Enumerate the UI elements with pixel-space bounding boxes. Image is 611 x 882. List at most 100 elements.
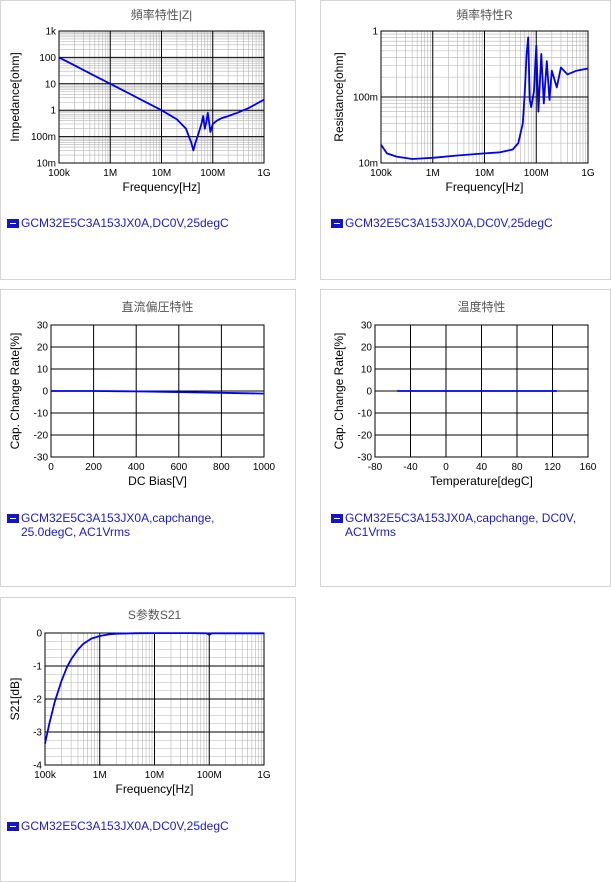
x-axis-label: Frequency[Hz]: [122, 180, 200, 194]
y-tick-label: 0: [42, 387, 48, 398]
y-tick-label: 1k: [45, 27, 57, 38]
legend-swatch-icon: [331, 219, 343, 228]
y-tick-label: -1: [33, 662, 42, 673]
y-tick-label: -2: [33, 695, 42, 706]
dcbias-panel: 0 200 400 600 800 1000 30 20 10 0 -10 -20 -30 直流偏圧特性 D…: [0, 289, 296, 587]
legend-temperature[interactable]: GCM32E5C3A153JX0A,capchange, DC0V, AC1Vr…: [331, 511, 607, 539]
x-tick-label: 100M: [197, 770, 222, 781]
y-tick-label: -4: [33, 761, 42, 772]
y-tick-label: -30: [34, 453, 49, 464]
y-axis-label: Resistance[ohm]: [332, 52, 346, 141]
x-tick-label: 100M: [524, 168, 549, 179]
y-tick-label: 30: [361, 321, 373, 332]
x-tick-label: 10M: [152, 168, 171, 179]
x-tick-label: 0: [443, 462, 449, 473]
legend-swatch-icon: [7, 219, 19, 228]
y-tick-label: -10: [34, 409, 49, 420]
s21-chart: 100k 1M 10M 100M 1G 0 -1 -2 -3 -4 S参数S21 Frequency[…: [8, 607, 271, 796]
plot-frame: [374, 324, 589, 458]
x-tick-label: 100M: [200, 168, 225, 179]
series-line-0: [51, 390, 265, 395]
y-tick-label: -30: [358, 453, 373, 464]
x-tick-label: 1G: [257, 168, 271, 179]
x-tick-label: 1M: [93, 770, 107, 781]
y-tick-label: 10m: [37, 159, 56, 170]
x-axis-label: Temperature[degC]: [430, 474, 533, 488]
chart-title: 直流偏圧特性: [121, 299, 193, 314]
y-axis-label: S21[dB]: [8, 678, 22, 721]
y-tick-label: 0: [36, 629, 42, 640]
y-tick-label: 100: [39, 53, 56, 64]
y-tick-label: 100m: [31, 132, 56, 143]
x-tick-label: -80: [368, 462, 383, 473]
y-tick-label: 10m: [359, 159, 378, 170]
grid: [58, 30, 265, 164]
impedance-panel: 100k 1M 10M 100M 1G 1k 100 10 1 100m 10m 頻率特性|Z| Fre…: [0, 0, 296, 280]
chart-title: 温度特性: [457, 299, 505, 314]
y-axis-label: Cap. Change Rate[%]: [8, 333, 22, 450]
x-tick-label: 0: [48, 462, 54, 473]
y-tick-label: 10: [45, 79, 57, 90]
y-tick-label: 20: [37, 343, 49, 354]
legend-label: GCM32E5C3A153JX0A,capchange, 25.0degC, A…: [21, 511, 215, 539]
x-tick-label: 10M: [475, 168, 494, 179]
x-tick-label: 600: [170, 462, 187, 473]
legend-swatch-icon: [7, 514, 19, 523]
y-tick-label: 10: [361, 365, 373, 376]
x-tick-label: 100k: [48, 168, 71, 179]
x-tick-label: -40: [403, 462, 418, 473]
resistance-panel: 100k 1M 10M 100M 1G 1 100m 10m 頻率特性R Frequency[Hz…: [320, 0, 611, 280]
x-tick-label: 100k: [34, 770, 57, 781]
y-tick-label: 1: [50, 106, 56, 117]
s21-panel: 100k 1M 10M 100M 1G 0 -1 -2 -3 -4 S参数S21 Frequency[…: [0, 597, 296, 882]
legend-label: GCM32E5C3A153JX0A,DC0V,25degC: [21, 216, 229, 230]
y-tick-label: 20: [361, 343, 373, 354]
x-tick-label: 120: [544, 462, 561, 473]
x-tick-label: 40: [476, 462, 488, 473]
series-line-0: [380, 36, 589, 160]
y-tick-label: 10: [37, 365, 49, 376]
y-tick-label: -10: [358, 409, 373, 420]
grid: [380, 30, 589, 164]
dcbias-chart: 0 200 400 600 800 1000 30 20 10 0 -10 -20 -30 直流偏圧特性 D…: [8, 299, 276, 488]
x-axis-label: Frequency[Hz]: [115, 782, 193, 796]
x-tick-label: 10M: [145, 770, 164, 781]
impedance-chart: 100k 1M 10M 100M 1G 1k 100 10 1 100m 10m 頻率特性|Z| Fre…: [8, 7, 271, 194]
x-tick-label: 200: [85, 462, 102, 473]
x-tick-label: 100k: [370, 168, 393, 179]
x-axis-label: Frequency[Hz]: [445, 180, 523, 194]
plot-frame: [58, 30, 265, 164]
temperature-chart: -80 -40 0 40 80 120 160 30 20 10 0 -10 -20 -30 温度特性 Tem…: [332, 299, 597, 488]
x-tick-label: 1G: [257, 770, 271, 781]
legend-impedance[interactable]: GCM32E5C3A153JX0A,DC0V,25degC: [7, 216, 229, 230]
y-tick-label: 30: [37, 321, 49, 332]
chart-title: 頻率特性R: [456, 7, 513, 22]
y-tick-label: -3: [33, 728, 42, 739]
legend-dcbias[interactable]: GCM32E5C3A153JX0A,capchange, 25.0degC, A…: [7, 511, 251, 539]
y-tick-label: -20: [34, 431, 49, 442]
legend-s21[interactable]: GCM32E5C3A153JX0A,DC0V,25degC: [7, 819, 229, 833]
series-line-0: [44, 632, 264, 744]
y-tick-label: 1: [372, 27, 378, 38]
y-axis-label: Cap. Change Rate[%]: [332, 333, 346, 450]
y-axis-label: Impedance[ohm]: [8, 52, 22, 141]
series-line-0: [58, 56, 265, 152]
chart-title: S参数S21: [128, 607, 182, 622]
y-tick-label: -20: [358, 431, 373, 442]
temperature-panel: -80 -40 0 40 80 120 160 30 20 10 0 -10 -20 -30 温度特性 Tem…: [320, 289, 611, 587]
x-tick-label: 400: [128, 462, 145, 473]
x-tick-label: 1M: [426, 168, 440, 179]
resistance-chart: 100k 1M 10M 100M 1G 1 100m 10m 頻率特性R Frequency[Hz…: [332, 7, 595, 194]
x-tick-label: 1000: [253, 462, 276, 473]
legend-resistance[interactable]: GCM32E5C3A153JX0A,DC0V,25degC: [331, 216, 553, 230]
plot-frame: [380, 30, 589, 164]
x-tick-label: 1M: [103, 168, 117, 179]
x-tick-label: 80: [511, 462, 523, 473]
legend-label: GCM32E5C3A153JX0A,DC0V,25degC: [345, 216, 553, 230]
y-tick-label: 100m: [353, 93, 378, 104]
legend-swatch-icon: [331, 514, 343, 523]
x-tick-label: 800: [213, 462, 230, 473]
legend-label: GCM32E5C3A153JX0A,DC0V,25degC: [21, 819, 229, 833]
legend-label: GCM32E5C3A153JX0A,capchange, DC0V, AC1Vr…: [345, 511, 577, 539]
y-tick-label: 0: [366, 387, 372, 398]
